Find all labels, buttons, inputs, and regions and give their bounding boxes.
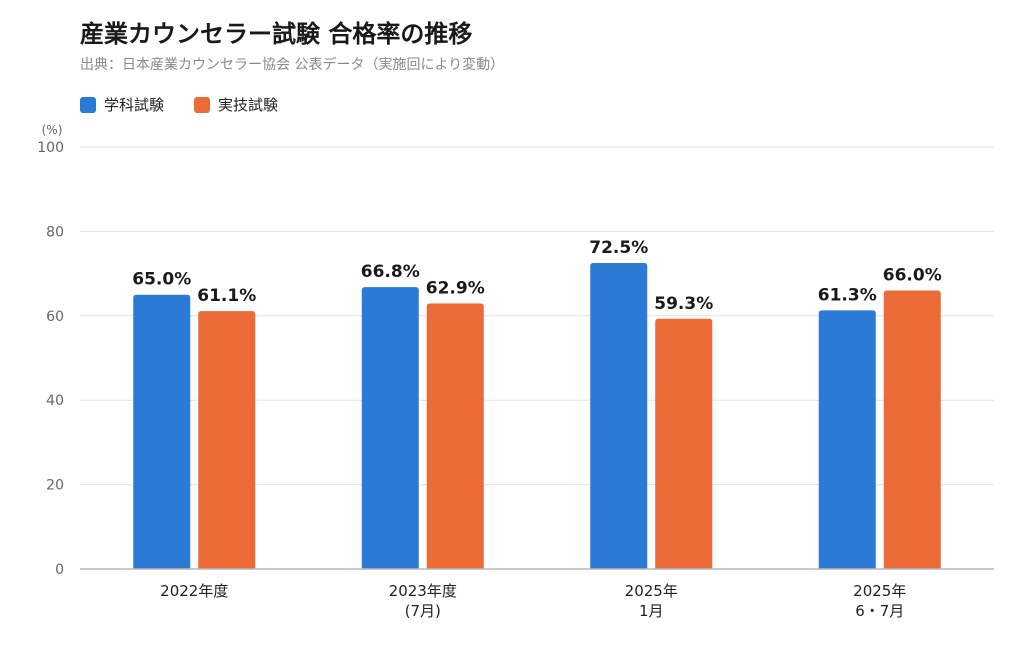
y-tick-label-100: 100	[37, 140, 64, 156]
bar-series-0-cat-1	[361, 287, 419, 569]
bar-series-0-cat-2	[590, 263, 648, 569]
bar-series-0-cat-3	[818, 310, 876, 569]
y-tick-label-40: 40	[46, 393, 64, 409]
bar-series-1-cat-1	[426, 303, 484, 569]
legend: 学科試験 実技試験	[80, 94, 278, 115]
data-label-series-0-cat-1: 66.8%	[361, 262, 420, 282]
bar-series-1-cat-2	[655, 318, 713, 569]
y-tick-label-60: 60	[46, 309, 64, 325]
chart-subtitle: 出典：日本産業カウンセラー協会 公表データ（実施回により変動）	[80, 57, 505, 73]
bar-series-1-cat-0	[198, 311, 256, 569]
x-tick-label-3-line-1: 6・7月	[855, 602, 904, 620]
y-tick-label-80: 80	[46, 224, 64, 240]
chart-title: 産業カウンセラー試験 合格率の推移	[80, 20, 473, 48]
data-label-series-1-cat-1: 62.9%	[426, 279, 485, 299]
bar-series-0-cat-0	[133, 294, 191, 569]
y-tick-label-20: 20	[46, 478, 64, 494]
bar-series-1-cat-3	[883, 290, 941, 569]
data-label-series-1-cat-0: 61.1%	[197, 286, 256, 306]
legend-swatch-series-0	[80, 96, 96, 113]
legend-label-series-0: 学科試験	[104, 96, 165, 114]
y-axis-unit-label: (%)	[42, 123, 63, 137]
x-tick-label-2-line-0: 2025年	[625, 582, 678, 600]
x-tick-label-1-line-1: (7月)	[405, 602, 441, 620]
x-tick-label-3-line-0: 2025年	[853, 582, 906, 600]
legend-item-series-0: 学科試験	[80, 94, 164, 115]
legend-item-series-1: 実技試験	[194, 94, 278, 115]
data-label-series-0-cat-0: 65.0%	[132, 270, 191, 290]
y-tick-label-0: 0	[55, 562, 64, 578]
x-tick-label-0-line-0: 2022年度	[160, 582, 228, 600]
x-tick-label-1-line-0: 2023年度	[389, 582, 457, 600]
x-tick-label-2-line-1: 1月	[639, 602, 664, 620]
data-label-series-0-cat-3: 61.3%	[818, 285, 877, 305]
data-label-series-1-cat-3: 66.0%	[883, 265, 942, 285]
legend-swatch-series-1	[194, 96, 211, 113]
legend-label-series-1: 実技試験	[218, 96, 279, 114]
data-label-series-1-cat-2: 59.3%	[654, 294, 713, 314]
data-label-series-0-cat-2: 72.5%	[589, 238, 648, 258]
